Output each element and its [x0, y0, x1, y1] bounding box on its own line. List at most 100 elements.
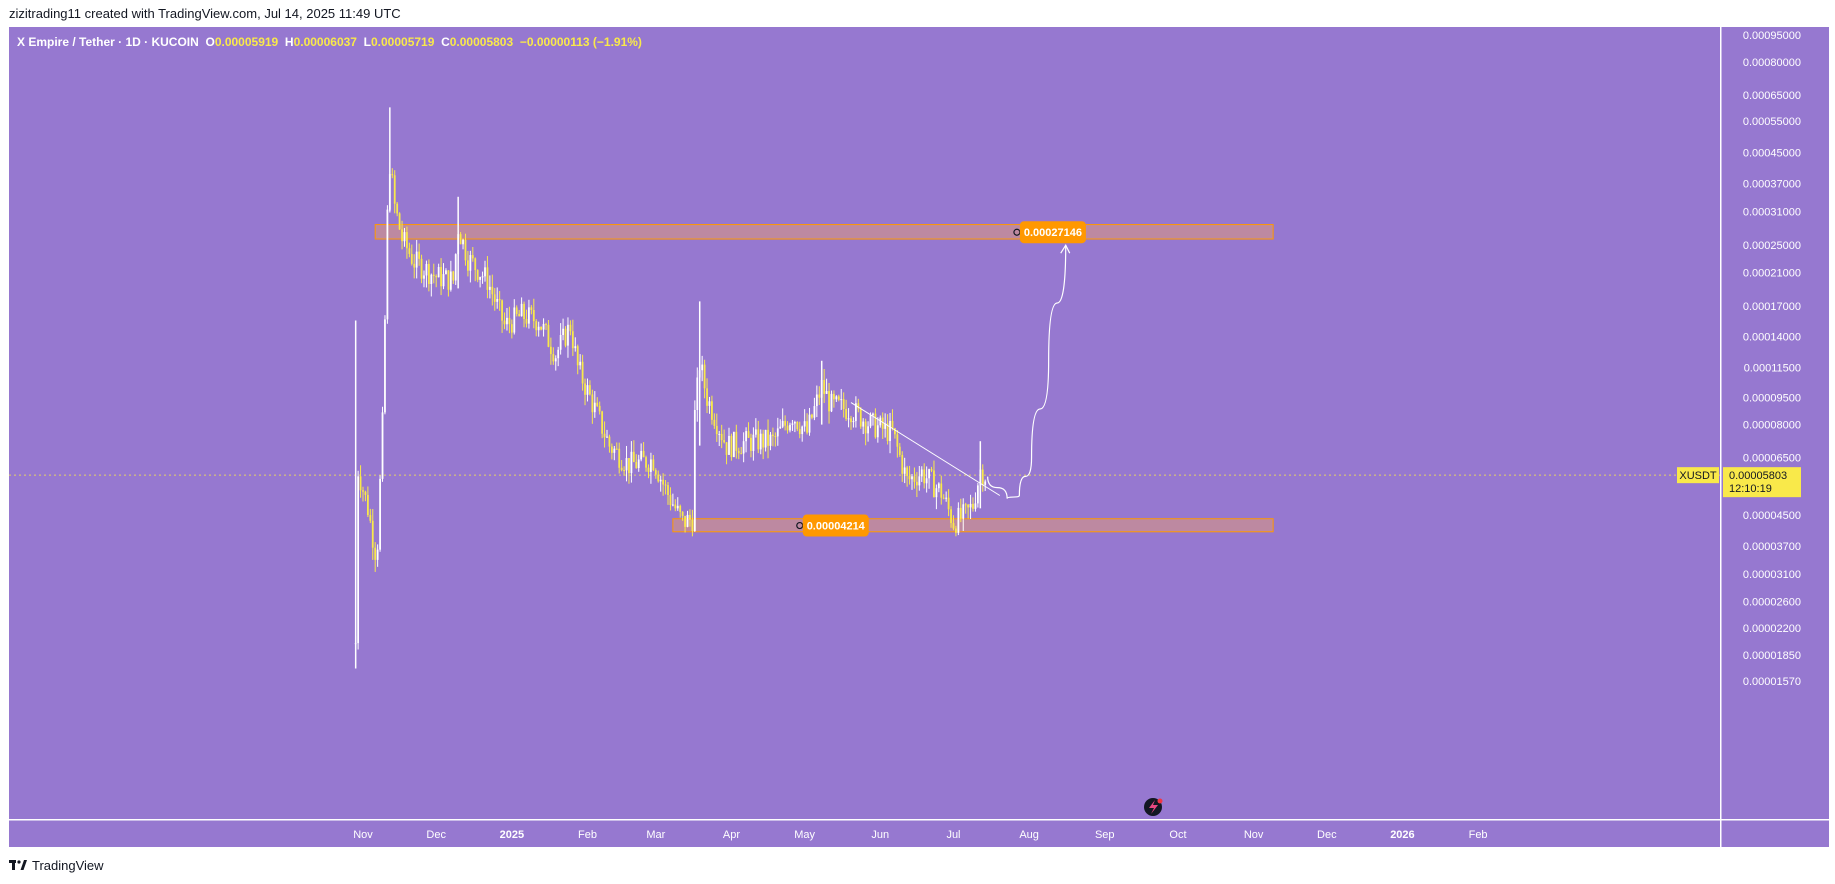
- candle-body: [808, 414, 811, 433]
- candle-body: [530, 307, 533, 311]
- candle-body: [898, 446, 901, 455]
- candle-body: [955, 528, 957, 533]
- support-zone[interactable]: [672, 518, 1274, 533]
- candle-body: [923, 469, 926, 484]
- candle-body: [410, 253, 413, 264]
- price-tick-label: 0.00017000: [1743, 301, 1801, 313]
- candle-body: [386, 209, 389, 320]
- candle-body: [913, 476, 916, 482]
- candle-body: [474, 258, 477, 271]
- candle-body: [623, 470, 625, 472]
- candle-body: [881, 417, 884, 429]
- candle-body: [681, 511, 684, 516]
- footer-brand: TradingView: [9, 857, 104, 873]
- candle-body: [620, 467, 623, 471]
- candle-body: [789, 424, 791, 431]
- candle-body: [779, 426, 782, 429]
- price-axis[interactable]: [1720, 27, 1829, 847]
- candle-body: [845, 408, 848, 419]
- descending-trendline[interactable]: [850, 402, 1001, 496]
- candle-body: [393, 175, 396, 204]
- candle-body: [462, 239, 464, 245]
- candle-body: [815, 394, 818, 407]
- resistance-zone[interactable]: [374, 224, 1274, 240]
- candle-body: [654, 470, 657, 475]
- candle-body: [818, 394, 821, 398]
- projection-arrowhead-icon: [1060, 243, 1071, 254]
- candle-body: [781, 420, 784, 427]
- chart-area[interactable]: 0.00027146 0.00004214 0.00095000 0.00080000…: [9, 27, 1829, 847]
- candle-body: [691, 519, 694, 531]
- candle-body: [630, 451, 633, 474]
- low-label: L: [363, 35, 371, 49]
- candle-body: [679, 505, 682, 512]
- candle-body: [784, 420, 787, 426]
- candle-body: [957, 507, 960, 533]
- candle-body: [950, 509, 952, 524]
- candle-body: [718, 433, 721, 435]
- high-value: 0.00006037: [293, 35, 357, 49]
- candle-body: [618, 448, 621, 468]
- candle-body: [674, 504, 677, 509]
- candle-body: [933, 470, 935, 498]
- candle-body: [423, 275, 425, 279]
- candle-body: [535, 321, 538, 331]
- candle-body: [837, 396, 840, 400]
- price-tick-label: 0.00031000: [1743, 206, 1801, 218]
- candle-body: [750, 437, 752, 451]
- candle-body: [869, 415, 872, 427]
- price-tick-label: 0.00003100: [1743, 569, 1801, 581]
- candle-body: [693, 410, 696, 531]
- last-price-tag[interactable]: [1723, 467, 1801, 498]
- candle-body: [713, 419, 716, 426]
- candle-body: [567, 324, 569, 346]
- price-tick-label: 0.00065000: [1743, 90, 1801, 102]
- close-value: 0.00005803: [449, 35, 514, 49]
- candle-body: [911, 476, 913, 480]
- candle-body: [964, 504, 967, 506]
- time-tick-label: Dec: [426, 829, 446, 841]
- candle-body: [735, 431, 738, 451]
- candle-body: [552, 354, 555, 362]
- candle-body: [642, 450, 645, 458]
- candle-body: [667, 485, 669, 496]
- candle-body: [559, 335, 562, 350]
- price-badge[interactable]: [802, 514, 869, 537]
- price-chart-svg[interactable]: 0.00027146 0.00004214 0.00095000 0.00080000…: [9, 27, 1829, 847]
- price-tick-label: 0.00037000: [1743, 178, 1801, 190]
- candle-body: [484, 267, 486, 277]
- notification-dot-icon: [1157, 798, 1163, 804]
- candle-body: [408, 248, 411, 254]
- candle-body: [852, 421, 855, 423]
- candle-body: [776, 428, 779, 437]
- candle-body: [762, 433, 765, 448]
- candle-body: [369, 515, 372, 521]
- candle-body: [962, 504, 965, 519]
- candle-body: [657, 474, 660, 482]
- projection-curve[interactable]: [987, 245, 1067, 499]
- candle-body: [908, 475, 911, 480]
- candle-body: [491, 286, 494, 295]
- symbol-tag[interactable]: [1677, 467, 1719, 484]
- change-value: −0.00000113 (−1.91%): [519, 35, 642, 49]
- footer-brand-text: TradingView: [32, 857, 104, 873]
- candle-body: [791, 423, 794, 425]
- price-badge[interactable]: [1019, 221, 1086, 244]
- candle-body: [942, 497, 945, 499]
- candle-body: [496, 298, 499, 302]
- candle-body: [469, 255, 472, 271]
- candle-body: [757, 429, 760, 450]
- candle-body: [772, 434, 774, 437]
- candle-body: [725, 442, 728, 455]
- candle-body: [364, 491, 367, 495]
- candle-body: [418, 251, 421, 259]
- candle-body: [754, 429, 757, 435]
- candle-body: [528, 307, 530, 324]
- candle-body: [503, 320, 506, 325]
- candle-body: [510, 324, 513, 333]
- time-axis[interactable]: [9, 819, 1829, 847]
- candle-body: [906, 467, 909, 476]
- symbol-title[interactable]: X Empire / Tether · 1D · KUCOIN: [17, 35, 199, 49]
- time-tick-label: Oct: [1169, 829, 1186, 841]
- candle-body: [842, 399, 845, 409]
